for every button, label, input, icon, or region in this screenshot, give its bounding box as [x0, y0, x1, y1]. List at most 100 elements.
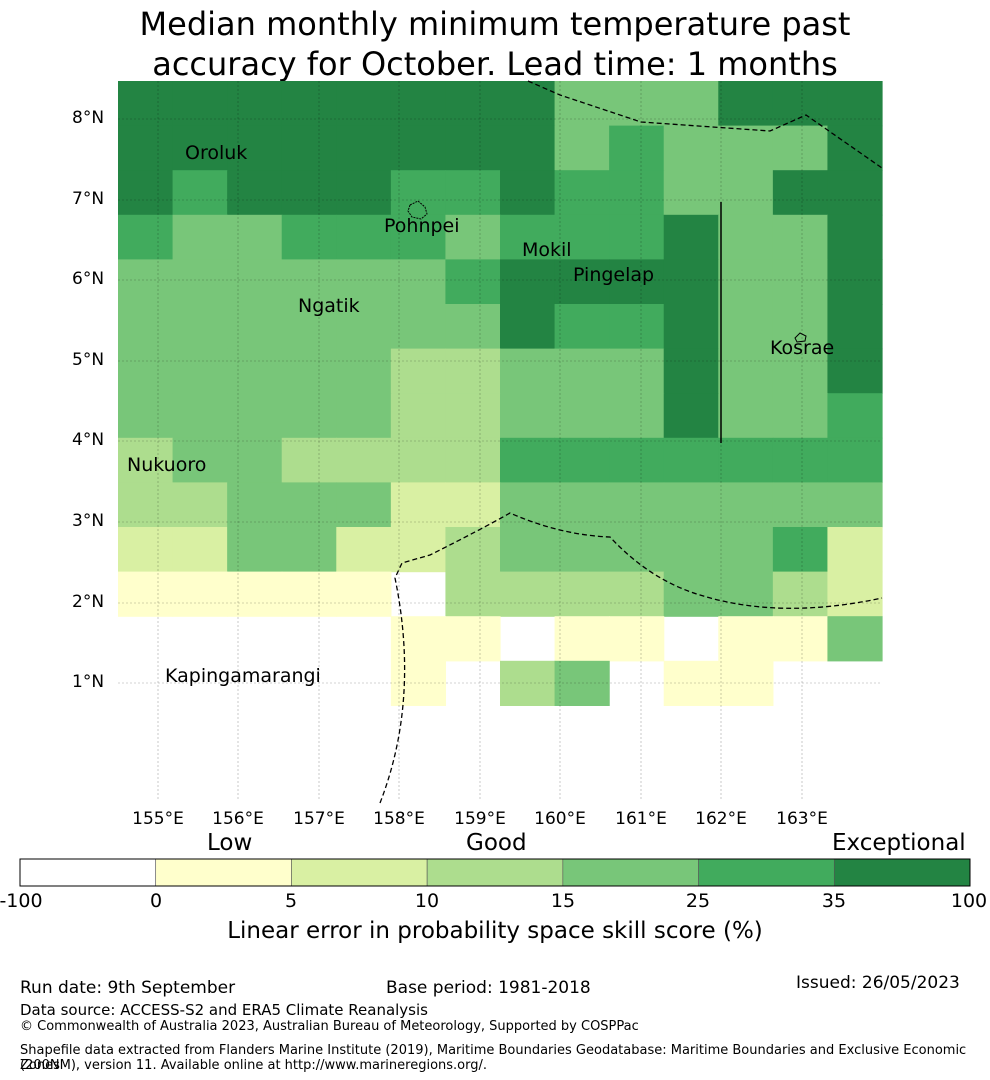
skill-cell: [281, 348, 337, 394]
skill-cell: [336, 571, 392, 617]
skill-cell: [609, 170, 665, 216]
lon-label: 160°E: [534, 809, 586, 829]
skill-cell: [827, 571, 883, 617]
skill-cell: [390, 437, 447, 483]
skill-cell: [118, 348, 174, 394]
skill-cell: [772, 348, 829, 394]
skill-cell: [281, 304, 337, 350]
skill-cell: [500, 259, 556, 305]
skill-cell: [390, 214, 447, 260]
skill-cell: [336, 437, 392, 483]
skill-cell: [718, 482, 774, 528]
skill-cell: [609, 125, 665, 171]
skill-cell: [718, 393, 774, 439]
skill-cell: [118, 214, 174, 260]
skill-cell: [336, 214, 392, 260]
skill-cell: [609, 259, 665, 305]
skill-cell: [554, 437, 610, 483]
issued-date: Issued: 26/05/2023: [796, 973, 960, 993]
skill-cell: [827, 81, 883, 127]
skill-cell: [336, 170, 392, 216]
skill-cell: [718, 348, 774, 394]
lat-label: 6°N: [72, 269, 105, 289]
skill-cell: [118, 393, 174, 439]
skill-cell: [336, 259, 392, 305]
skill-cell: [718, 527, 774, 573]
skill-cell: [609, 304, 665, 350]
lon-label: 158°E: [373, 809, 425, 829]
skill-cell: [172, 437, 228, 483]
skill-cell: [663, 304, 719, 350]
skill-cell: [609, 482, 665, 528]
skill-cell: [500, 81, 556, 127]
skill-cell: [500, 571, 556, 617]
skill-cell: [227, 393, 283, 439]
skill-cell: [500, 170, 556, 216]
skill-cell: [554, 125, 610, 171]
skill-cell: [663, 571, 719, 617]
skill-cell: [445, 571, 501, 617]
skill-cell: [554, 660, 610, 706]
place-label-pohnpei: Pohnpei: [384, 215, 460, 237]
chart-title-line2: accuracy for October. Lead time: 1 month…: [152, 45, 838, 83]
skill-cell: [827, 482, 883, 528]
place-label-pingelap: Pingelap: [573, 264, 655, 286]
place-label-kapingamarangi: Kapingamarangi: [165, 665, 321, 687]
skill-cell: [609, 81, 665, 127]
skill-cell: [390, 304, 447, 350]
lat-label: 1°N: [72, 672, 105, 692]
skill-cell: [390, 125, 447, 171]
lat-label: 7°N: [72, 189, 105, 209]
skill-cell: [336, 125, 392, 171]
skill-cell: [663, 660, 719, 706]
skill-cell: [281, 214, 337, 260]
skill-cell: [172, 259, 228, 305]
skill-cell: [772, 125, 829, 171]
skill-cell: [772, 259, 829, 305]
skill-cell: [445, 437, 501, 483]
skill-cell: [445, 81, 501, 127]
skill-cell: [445, 214, 501, 260]
skill-cell: [118, 81, 174, 127]
colorbar-tick: 15: [550, 890, 576, 912]
data-source: Data source: ACCESS-S2 and ERA5 Climate …: [20, 1001, 428, 1019]
eez-boundary-south: [379, 512, 883, 804]
skill-cell: [827, 170, 883, 216]
skill-cell: [554, 393, 610, 439]
skill-cell: [827, 259, 883, 305]
place-label-nukuoro: Nukuoro: [127, 454, 207, 476]
lon-label: 161°E: [615, 809, 667, 829]
skill-cell: [172, 527, 228, 573]
colorbar-segment: [291, 858, 428, 887]
skill-cell: [827, 304, 883, 350]
lat-label: 2°N: [72, 592, 105, 612]
skill-cell: [772, 437, 829, 483]
skill-cell: [500, 348, 556, 394]
skill-cell: [227, 259, 283, 305]
pohnpei-island-shape: [407, 200, 428, 220]
skill-cell: [390, 527, 447, 573]
skill-cell: [445, 304, 501, 350]
skill-cell: [281, 437, 337, 483]
skill-cell: [118, 304, 174, 350]
skill-cell: [609, 571, 665, 617]
skill-cell: [227, 482, 283, 528]
skill-cell: [445, 482, 501, 528]
skill-cell: [718, 125, 774, 171]
skill-cell: [663, 482, 719, 528]
skill-cell: [445, 527, 501, 573]
colorbar-label: Linear error in probability space skill …: [227, 918, 763, 944]
skill-cell: [390, 348, 447, 394]
lon-label: 162°E: [695, 809, 747, 829]
colorbar-tick: 10: [414, 890, 440, 912]
skill-cell: [172, 482, 228, 528]
skill-cell: [772, 81, 829, 127]
skill-cell: [663, 348, 719, 394]
lon-label: 157°E: [293, 809, 345, 829]
skill-cell: [609, 616, 665, 662]
lat-label: 8°N: [72, 108, 105, 128]
skill-cell: [390, 81, 447, 127]
lat-label: 4°N: [72, 430, 105, 450]
skill-cell: [772, 170, 829, 216]
lon-label: 163°E: [776, 809, 828, 829]
